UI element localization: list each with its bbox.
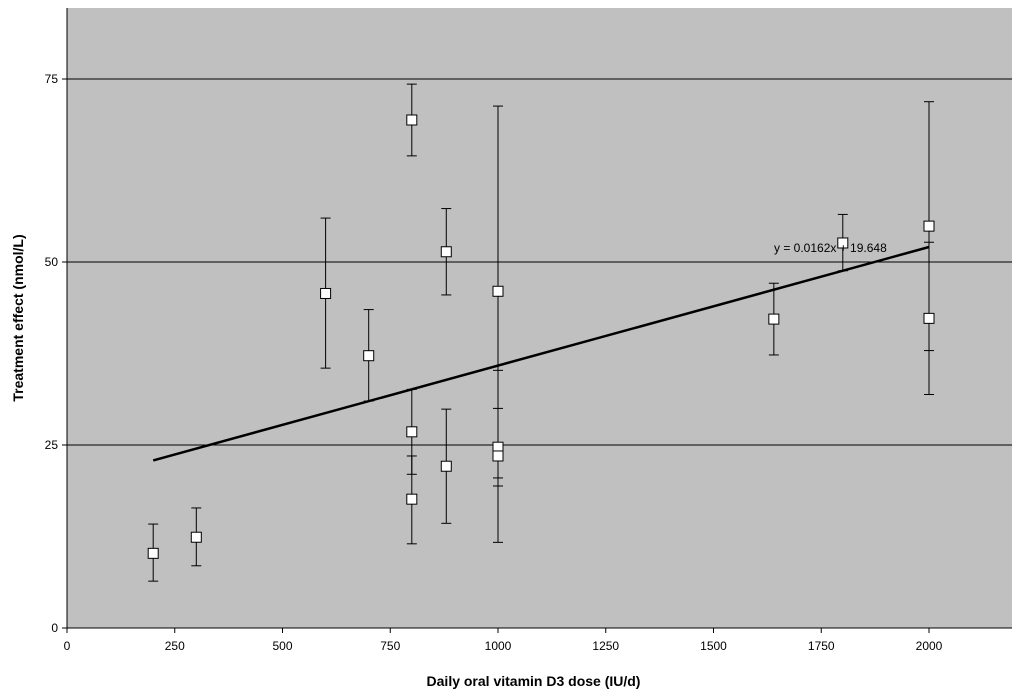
axes: [66, 8, 1012, 629]
y-tick-label: 75: [45, 72, 59, 86]
x-tick-label: 250: [165, 639, 185, 653]
data-point: [363, 350, 375, 362]
data-point: [190, 531, 202, 543]
y-axis-title: Treatment effect (nmol/L): [10, 234, 26, 401]
x-axis-ticks: 0 250 500 750 1000 1250 1500 1750 2000: [64, 628, 943, 653]
trendline-group: [152, 245, 930, 462]
x-tick-label: 0: [64, 639, 71, 653]
x-tick-label: 1250: [592, 639, 619, 653]
data-point: [406, 114, 418, 126]
data-point: [837, 237, 849, 249]
data-point: [440, 246, 452, 258]
plot-area: [67, 8, 1012, 628]
trendline: [152, 245, 930, 462]
data-point: [492, 450, 504, 462]
trendline-equation: y = 0.0162x + 19.648: [774, 241, 887, 255]
data-point: [440, 460, 452, 472]
data-point: [406, 493, 418, 505]
data-point: [923, 312, 935, 324]
y-tick-label: 25: [45, 438, 59, 452]
data-points: [147, 114, 935, 559]
y-axis-ticks: 0 25 50 75: [45, 72, 67, 635]
gridlines: [67, 78, 1012, 446]
data-point: [492, 285, 504, 297]
y-tick-label: 50: [45, 255, 59, 269]
x-tick-label: 500: [272, 639, 292, 653]
data-point: [406, 426, 418, 438]
data-point: [923, 220, 935, 232]
data-point: [147, 547, 159, 559]
x-tick-label: 2000: [916, 639, 943, 653]
x-tick-label: 1000: [485, 639, 512, 653]
x-tick-label: 1750: [808, 639, 835, 653]
data-point: [768, 313, 780, 325]
data-point: [320, 287, 332, 299]
y-tick-label: 0: [51, 621, 58, 635]
x-tick-label: 1500: [700, 639, 727, 653]
x-tick-label: 750: [380, 639, 400, 653]
x-axis-title: Daily oral vitamin D3 dose (IU/d): [427, 673, 641, 689]
